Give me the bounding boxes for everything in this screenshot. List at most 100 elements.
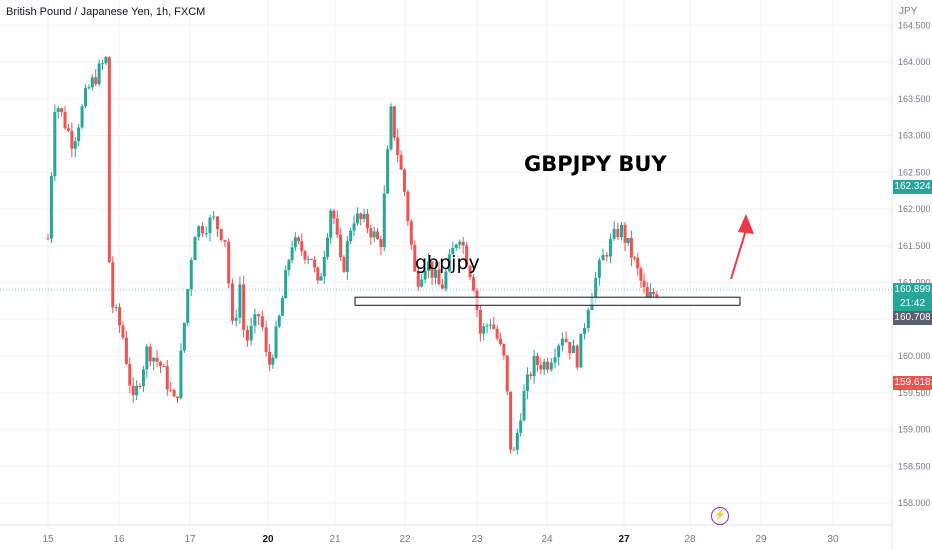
y-tick-label: 163.500 — [898, 94, 931, 104]
candle-body — [141, 369, 145, 387]
price-tag-countdown: 21:42 — [893, 297, 932, 311]
candle-body — [626, 237, 630, 243]
candle-body — [655, 294, 659, 297]
candle-body — [564, 338, 568, 343]
y-tick-label: 161.000 — [898, 278, 931, 288]
candle-body — [56, 108, 60, 113]
candle-body — [176, 396, 180, 399]
candle-body — [77, 127, 81, 142]
candle-body — [53, 112, 57, 177]
candle-body — [468, 265, 472, 278]
y-tick-label: 158.000 — [898, 498, 931, 508]
candle-body — [230, 283, 234, 321]
candle-body — [349, 230, 353, 242]
candle-body — [73, 141, 77, 149]
candle-body — [396, 137, 400, 156]
candle-body — [219, 228, 223, 240]
candle-body — [454, 244, 458, 248]
x-tick-label: 15 — [42, 534, 54, 545]
currency-label: JPY — [899, 6, 918, 17]
candle-body — [316, 267, 320, 281]
candle-body — [287, 260, 291, 270]
y-tick-label: 162.000 — [898, 204, 931, 214]
candle-body — [101, 63, 105, 65]
candle-body — [505, 355, 509, 392]
candle-body — [440, 284, 444, 289]
support-zone-box — [354, 296, 741, 306]
y-tick-label: 161.500 — [898, 241, 931, 251]
x-tick-label: 16 — [113, 534, 125, 545]
candle-body — [342, 257, 346, 272]
candle-body — [111, 262, 115, 308]
candle-body — [409, 221, 413, 245]
candle-body — [60, 108, 64, 113]
candle-body — [104, 57, 108, 64]
candle-body — [539, 364, 543, 370]
candle-body — [623, 224, 627, 243]
candle-body — [362, 213, 366, 220]
candle-body — [242, 284, 246, 330]
price-tag-current: 160.899 — [893, 283, 932, 297]
candle-body — [583, 328, 587, 334]
candle-body — [465, 245, 469, 266]
candle-body — [402, 169, 406, 192]
candle-body — [121, 325, 125, 338]
candle-body — [90, 77, 94, 88]
candle-body — [114, 307, 118, 309]
candle-body — [379, 239, 383, 248]
candle-body — [472, 277, 476, 291]
candle-body — [306, 258, 310, 260]
candle-body — [245, 329, 249, 341]
candle-body — [309, 258, 313, 260]
lightning-icon[interactable]: ⚡ — [711, 507, 729, 525]
candle-body — [297, 237, 301, 242]
candle-body — [420, 279, 424, 287]
candle-body — [268, 351, 272, 365]
candle-body — [515, 432, 519, 450]
y-tick-label: 162.500 — [898, 167, 931, 177]
candle-body — [571, 345, 575, 354]
candle-body — [594, 277, 598, 298]
candle-body — [319, 276, 323, 281]
candle-body — [447, 254, 451, 272]
candle-body — [339, 234, 343, 258]
candle-body — [332, 210, 336, 219]
candle-body — [290, 247, 294, 261]
candle-body — [525, 374, 529, 392]
candle-body — [560, 338, 564, 346]
candle-body — [264, 327, 268, 352]
candle-body — [461, 241, 465, 246]
candle-body — [172, 389, 176, 397]
candle-body — [608, 238, 612, 257]
candle-body — [601, 254, 605, 261]
candle-body — [376, 231, 380, 240]
candle-body — [271, 357, 275, 365]
candle-body — [158, 361, 162, 367]
candle-body — [586, 310, 590, 329]
candle-body — [193, 237, 197, 260]
candle-body — [355, 213, 359, 224]
candle-body — [325, 237, 329, 258]
candle-body — [257, 314, 261, 317]
candle-body — [274, 326, 278, 358]
candle-body — [546, 361, 550, 370]
candle-body — [509, 391, 513, 450]
candle-body — [80, 106, 84, 128]
candle-body — [83, 88, 87, 107]
candle-body — [165, 366, 169, 390]
candle-body — [215, 216, 219, 229]
candle-body — [182, 322, 186, 351]
candle-body — [413, 244, 417, 272]
candle-body — [124, 337, 128, 364]
candle-body — [485, 325, 489, 327]
candle-body — [532, 355, 536, 377]
candle-body — [145, 346, 149, 370]
candle-body — [128, 363, 132, 386]
candle-body — [579, 333, 583, 368]
candle-body — [223, 239, 227, 242]
x-tick-label: 24 — [541, 534, 553, 545]
candle-body — [605, 254, 609, 257]
candle-body — [372, 231, 376, 238]
x-tick-label: 30 — [827, 534, 839, 545]
price-tag-level-high: 162.324 — [893, 180, 932, 194]
